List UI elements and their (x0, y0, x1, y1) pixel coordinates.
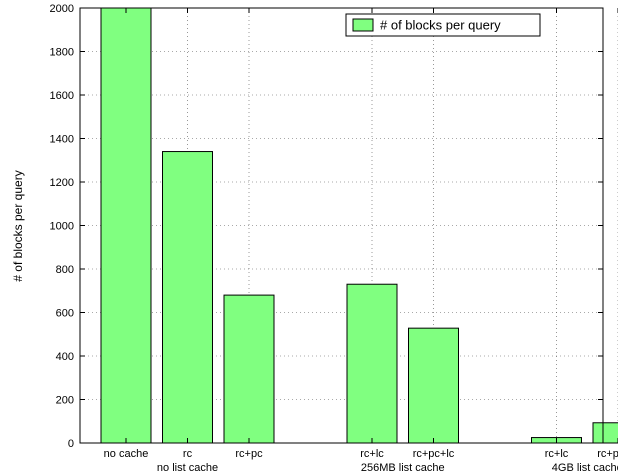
legend-frame (345, 13, 541, 37)
x-group-label: 4GB list cache (552, 462, 618, 474)
bar (408, 327, 459, 444)
y-tick-label: 1200 (50, 177, 74, 189)
y-tick-label: 1800 (50, 47, 74, 59)
y-axis-label: # of blocks per query (11, 170, 25, 281)
x-category-label: rc+lc (545, 448, 569, 460)
y-tick-label: 800 (56, 264, 74, 276)
y-tick-label: 1400 (50, 134, 74, 146)
bar (592, 422, 618, 444)
bar (223, 294, 275, 444)
bar (162, 151, 213, 444)
y-tick-label: 2000 (50, 3, 74, 15)
x-category-label: rc+lc (360, 448, 384, 460)
y-tick-label: 1600 (50, 90, 74, 102)
bar (346, 283, 398, 444)
x-category-label: rc+pc (235, 448, 263, 460)
bar (100, 7, 152, 444)
tick-labels: 0 200 400 600 800 1000 1200 1400 1600 1800 2000 no … (50, 3, 618, 474)
y-tick-label: 400 (56, 351, 74, 363)
x-group-label: no list cache (157, 462, 218, 474)
y-tick-label: 0 (68, 438, 74, 450)
x-category-label: no cache (104, 448, 149, 460)
legend: # of blocks per query (345, 13, 541, 37)
x-category-label: rc+pc+lc (597, 448, 618, 460)
y-tick-label: 600 (56, 308, 74, 320)
x-category-label: rc+pc+lc (413, 448, 455, 460)
legend-swatch (352, 18, 374, 32)
legend-entry-label: # of blocks per query (380, 18, 501, 33)
x-group-label: 256MB list cache (361, 462, 445, 474)
y-tick-label: 1000 (50, 221, 74, 233)
axis-ticks (80, 7, 618, 444)
bars (100, 7, 618, 444)
y-tick-label: 200 (56, 395, 74, 407)
x-category-label: rc (183, 448, 193, 460)
